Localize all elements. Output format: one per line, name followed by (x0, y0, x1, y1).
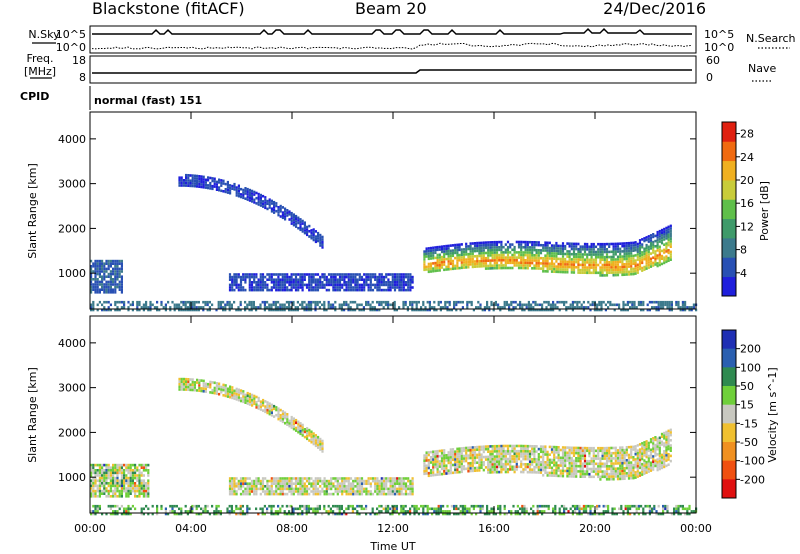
freq-label: Freq. (26, 52, 53, 65)
power-y-ticks: 1000 2000 3000 4000 (58, 133, 696, 280)
noise-tick-top-left: 10^5 (56, 28, 86, 41)
power-ytick-label: 1000 (58, 267, 86, 280)
nsky-label: N.Sky (28, 28, 60, 41)
power-cbar-tick: 20 (740, 174, 754, 187)
velocity-cbar-tick: -200 (740, 473, 765, 486)
velocity-cbar-tick: -50 (740, 436, 758, 449)
nave-label: Nave (748, 62, 776, 75)
power-cbar-tick: 24 (740, 151, 754, 164)
velocity-ytick-label: 2000 (58, 426, 86, 439)
frequency-panel: Freq. [MHz] 18 8 60 0 Nave (24, 52, 777, 84)
velocity-cbar-swatch (722, 423, 736, 443)
time-axis-labels: 00:00 04:00 08:00 12:00 16:00 20:00 00:00 (74, 522, 712, 535)
velocity-region-morning-arc (178, 377, 324, 453)
velocity-ytick-label: 4000 (58, 337, 86, 350)
time-tick-label: 04:00 (175, 522, 207, 535)
noise-panel: N.Sky 10^5 10^0 10^5 10^0 N.Search (28, 25, 796, 54)
velocity-cbar-label: Velocity [m s^-1] (766, 367, 779, 462)
velocity-cbar-swatch (722, 442, 736, 462)
velocity-region-near-range-band (90, 463, 150, 498)
power-ytick-label: 2000 (58, 222, 86, 235)
time-tick-label: 08:00 (276, 522, 308, 535)
power-region-ground-scatter (90, 300, 698, 312)
noise-tick-top-right: 10^5 (704, 28, 734, 41)
cpid-label: CPID (20, 90, 49, 103)
freq-trace (92, 69, 692, 74)
velocity-ylabel: Slant Range [km] (26, 367, 39, 463)
power-cbar-swatch (722, 180, 736, 200)
velocity-cbar-swatch (722, 367, 736, 387)
power-cbar-swatch (722, 199, 736, 220)
power-ytick-label: 3000 (58, 178, 86, 191)
freq-unit-label: [MHz] (24, 65, 56, 78)
velocity-y-ticks: 1000 2000 3000 4000 (58, 337, 696, 484)
power-cbar-tick: 8 (740, 244, 747, 257)
station-title: Blackstone (fitACF) (92, 0, 245, 18)
power-cbar-tick: 12 (740, 220, 754, 233)
velocity-cbar-swatch (722, 348, 736, 368)
power-x-ticks (89, 112, 697, 309)
power-cbar-swatch (722, 141, 736, 162)
velocity-cbar-tick: 100 (740, 361, 761, 374)
velocity-cbar-tick: 200 (740, 343, 761, 356)
power-echoes (90, 173, 698, 312)
power-region-near-range-band (90, 259, 123, 294)
velocity-cbar-tick: -100 (740, 455, 765, 468)
velocity-echoes (90, 377, 698, 516)
time-tick-label: 12:00 (377, 522, 409, 535)
power-cbar-tick: 28 (740, 128, 754, 141)
velocity-cbar-tick: 50 (740, 380, 754, 393)
power-cbar-swatch (722, 257, 736, 278)
power-ytick-label: 4000 (58, 133, 86, 146)
nsearch-label: N.Search (746, 32, 796, 45)
nsky-trace (92, 28, 692, 35)
power-region-morning-arc (178, 173, 324, 249)
date-title: 24/Dec/2016 (603, 0, 706, 18)
nsearch-trace (91, 42, 693, 50)
velocity-panel: 1000 2000 3000 4000 Slant Range [km] (26, 315, 698, 516)
velocity-region-midday-band (228, 477, 414, 496)
nave-tick-top: 60 (706, 54, 720, 67)
velocity-ytick-label: 1000 (58, 471, 86, 484)
cpid-text: normal (fast) 151 (94, 94, 202, 107)
power-region-evening-band (423, 224, 672, 277)
velocity-cbar-swatch (722, 460, 736, 480)
velocity-colorbar: 200 100 50 15 -15 -50 -100 -200 Velocity [m s^-… (721, 329, 779, 499)
noise-tick-bottom-left: 10^0 (56, 41, 86, 54)
velocity-cbar-swatch (722, 479, 736, 499)
velocity-cbar-swatch (722, 330, 736, 350)
power-cbar-tick: 4 (740, 267, 747, 280)
power-cbar-label: Power [dB] (758, 181, 771, 241)
power-cbar-tick: 16 (740, 197, 754, 210)
noise-tick-bottom-right: 10^0 (704, 41, 734, 54)
power-colorbar: 4 8 12 16 20 24 28 Power [dB] (721, 121, 771, 297)
time-axis-title: Time UT (369, 540, 415, 553)
velocity-cbar-swatch (722, 386, 736, 406)
velocity-ytick-label: 3000 (58, 382, 86, 395)
power-cbar-swatch (722, 218, 736, 239)
velocity-region-ground-scatter (90, 504, 698, 516)
nave-tick-bottom: 0 (706, 71, 713, 84)
time-tick-label: 20:00 (579, 522, 611, 535)
freq-tick-top: 18 (72, 54, 86, 67)
power-panel: 1000 2000 3000 4000 Slant Range [km] (26, 111, 698, 312)
velocity-x-ticks (89, 316, 697, 513)
beam-title: Beam 20 (355, 0, 427, 18)
time-tick-label: 00:00 (680, 522, 712, 535)
power-cbar-swatch (722, 238, 736, 258)
power-cbar-swatch (722, 276, 736, 297)
velocity-cbar-tick: -15 (740, 417, 758, 430)
power-ylabel: Slant Range [km] (26, 163, 39, 259)
power-cbar-swatch (722, 160, 736, 181)
time-tick-label: 16:00 (478, 522, 510, 535)
velocity-cbar-swatch (722, 404, 736, 424)
velocity-region-evening-band (423, 428, 672, 481)
velocity-cbar-tick: 15 (740, 399, 754, 412)
freq-tick-bottom: 8 (79, 71, 86, 84)
time-tick-label: 00:00 (74, 522, 106, 535)
power-region-midday-band (228, 273, 414, 292)
power-cbar-swatch (722, 122, 736, 142)
